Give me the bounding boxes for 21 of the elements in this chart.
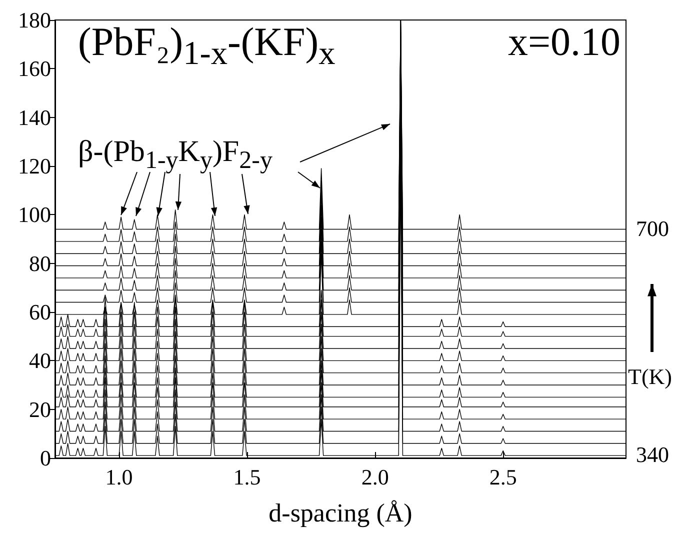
x-tick-label: 2.5 — [489, 464, 517, 490]
y-tick-label: 40 — [29, 348, 51, 374]
chart-title: (PbF₂)$_{1-x}$-(KF)$_{x}$ — [78, 18, 336, 74]
y-tick-label: 20 — [29, 396, 51, 422]
x-axis-title: d-spacing (Å) — [268, 498, 412, 528]
y-tick-label: 160 — [18, 56, 51, 82]
annotation: β-(Pb$_{1-y}$K$_{y}$)F$_{2-y}$ — [78, 134, 272, 176]
y-tick-label: 120 — [18, 154, 51, 178]
x-tick-label: 2.0 — [361, 464, 389, 490]
y-tick-label: 180 — [18, 8, 51, 32]
text: T(K) — [628, 364, 672, 390]
y-tick-label: 140 — [18, 104, 51, 130]
text: 700 — [636, 216, 669, 242]
x-tick-label: 1.5 — [233, 464, 261, 490]
y-tick-label: 100 — [18, 202, 51, 228]
y-tick-label: 60 — [29, 300, 51, 324]
x-tick-label: 1.0 — [105, 464, 133, 490]
text: 340 — [636, 442, 669, 468]
y-tick-label: 0 — [40, 446, 51, 470]
y-tick-label: 80 — [29, 250, 51, 276]
annotation: x=0.10 — [508, 18, 621, 66]
